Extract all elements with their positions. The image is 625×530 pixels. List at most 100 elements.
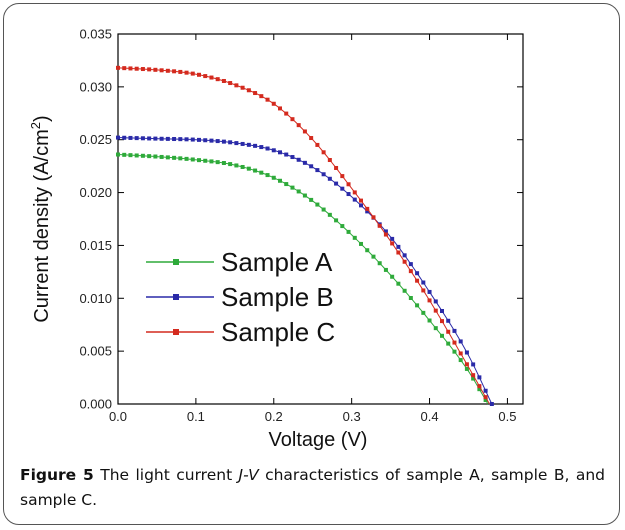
data-point [334, 165, 339, 170]
data-point [265, 97, 270, 102]
data-point [284, 111, 289, 116]
data-point [240, 141, 245, 146]
y-tick-label: 0.035 [79, 27, 112, 42]
data-point [259, 145, 264, 150]
legend-label: Sample A [221, 247, 333, 277]
legend-marker [173, 329, 179, 335]
data-point [433, 326, 438, 331]
data-point [197, 158, 201, 163]
data-point [116, 135, 120, 140]
data-point [215, 77, 220, 82]
data-point [215, 139, 220, 144]
series-line [117, 67, 490, 405]
data-point [209, 75, 214, 80]
x-tick-label: 0.4 [420, 409, 438, 424]
data-point [184, 70, 189, 75]
series-sample-c [116, 65, 490, 405]
data-point [483, 398, 488, 403]
data-point [259, 170, 264, 175]
data-point [253, 91, 258, 96]
data-point [290, 155, 295, 160]
data-point [452, 349, 457, 354]
figure-caption: Figure 5 The light current J-V character… [20, 463, 605, 513]
data-point [116, 65, 120, 70]
data-point [228, 140, 233, 145]
data-point [178, 69, 183, 74]
data-point [315, 168, 320, 173]
series-sample-a [116, 152, 489, 405]
data-point [471, 362, 476, 367]
data-point [452, 340, 457, 345]
data-point [134, 153, 139, 158]
data-point [421, 310, 426, 315]
legend: Sample A Sample B Sample C [146, 247, 335, 347]
x-tick-label: 0.0 [109, 409, 127, 424]
data-point [433, 299, 438, 304]
data-point [190, 137, 195, 142]
data-point [346, 192, 351, 197]
data-point [446, 329, 451, 334]
data-point [134, 136, 139, 141]
data-point [203, 74, 208, 79]
data-point [483, 388, 488, 393]
data-point [203, 158, 208, 163]
data-point [421, 280, 426, 285]
data-point [396, 244, 401, 249]
data-point [302, 129, 307, 134]
data-point [383, 267, 388, 272]
data-point [334, 181, 339, 186]
data-point [203, 138, 208, 143]
data-point [433, 308, 438, 313]
data-point [228, 162, 233, 167]
data-point [209, 138, 214, 143]
data-point [377, 223, 382, 228]
data-point [340, 174, 345, 179]
data-point [259, 94, 264, 99]
data-point [458, 339, 463, 344]
data-point [340, 186, 345, 191]
data-point [265, 173, 270, 178]
data-point [408, 262, 413, 267]
y-tick-label: 0.030 [79, 79, 112, 94]
data-point [190, 157, 195, 162]
data-point [440, 309, 444, 313]
data-point [234, 163, 239, 168]
data-point [159, 154, 164, 159]
legend-item: Sample B [146, 282, 334, 312]
data-point [221, 139, 226, 144]
data-point [197, 72, 201, 77]
data-point [278, 150, 282, 155]
series-layer [116, 65, 494, 406]
data-point [359, 203, 363, 208]
data-point [284, 152, 289, 157]
caption-text-after: characteristics of sample A, sample B, a… [20, 466, 605, 509]
data-point [402, 253, 407, 258]
data-point [340, 224, 345, 229]
data-point [427, 298, 432, 303]
legend-label: Sample C [221, 317, 335, 347]
data-point [128, 135, 133, 140]
data-point [458, 351, 463, 356]
data-point [296, 189, 301, 194]
data-point [440, 319, 444, 324]
data-point [240, 85, 245, 90]
data-point [147, 136, 152, 141]
data-point [427, 318, 432, 323]
jv-chart: 0.000 0.005 0.010 0.015 0.020 0.025 0.030 0.035… [28, 27, 524, 451]
data-point [209, 159, 214, 164]
data-point [197, 137, 201, 142]
plot-frame [117, 33, 524, 405]
data-point [290, 117, 295, 122]
data-point [271, 175, 276, 180]
data-point [346, 229, 351, 234]
data-point [116, 152, 120, 157]
legend-item: Sample C [146, 317, 335, 347]
data-point [327, 212, 332, 217]
data-point [122, 135, 127, 140]
data-point [302, 193, 307, 198]
data-point [153, 67, 158, 72]
data-point [278, 106, 282, 111]
data-point [215, 160, 220, 165]
legend-item: Sample A [146, 247, 333, 277]
data-point [122, 66, 127, 71]
